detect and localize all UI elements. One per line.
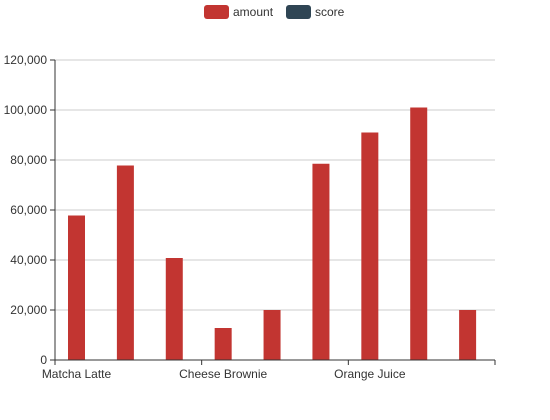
y-tick-label: 20,000 bbox=[10, 303, 47, 317]
x-tick-label: Matcha Latte bbox=[42, 367, 112, 381]
bar-amount[interactable] bbox=[459, 310, 477, 360]
y-tick-label: 60,000 bbox=[10, 203, 47, 217]
x-tick-label: Orange Juice bbox=[334, 367, 406, 381]
legend: amount score bbox=[204, 5, 345, 19]
x-axis-tick-labels: Matcha Latte Cheese Brownie Orange Juice bbox=[42, 360, 496, 381]
bar-amount[interactable] bbox=[116, 165, 134, 361]
legend-swatch-score bbox=[286, 5, 311, 19]
legend-label-score: score bbox=[315, 5, 345, 19]
legend-item-score[interactable]: score bbox=[286, 5, 345, 19]
y-tick-label: 120,000 bbox=[4, 53, 48, 67]
bar-amount[interactable] bbox=[263, 310, 281, 360]
bar-amount[interactable] bbox=[68, 215, 85, 361]
bar-amount[interactable] bbox=[165, 258, 183, 360]
y-tick-label: 40,000 bbox=[10, 253, 47, 267]
x-tick-label: Cheese Brownie bbox=[179, 367, 267, 381]
bars bbox=[68, 107, 477, 361]
bar-amount[interactable] bbox=[410, 107, 428, 361]
y-tick-label: 100,000 bbox=[4, 103, 48, 117]
legend-label-amount: amount bbox=[233, 5, 274, 19]
legend-item-amount[interactable]: amount bbox=[204, 5, 274, 19]
y-tick-label: 80,000 bbox=[10, 153, 47, 167]
bar-amount[interactable] bbox=[214, 328, 232, 360]
bar-amount[interactable] bbox=[361, 132, 379, 361]
legend-swatch-amount bbox=[204, 5, 229, 19]
y-tick-label: 0 bbox=[40, 353, 47, 367]
y-axis-tick-labels: 0 20,000 40,000 60,000 80,000 100,000 120,000 bbox=[4, 53, 55, 367]
bar-amount[interactable] bbox=[312, 163, 330, 360]
